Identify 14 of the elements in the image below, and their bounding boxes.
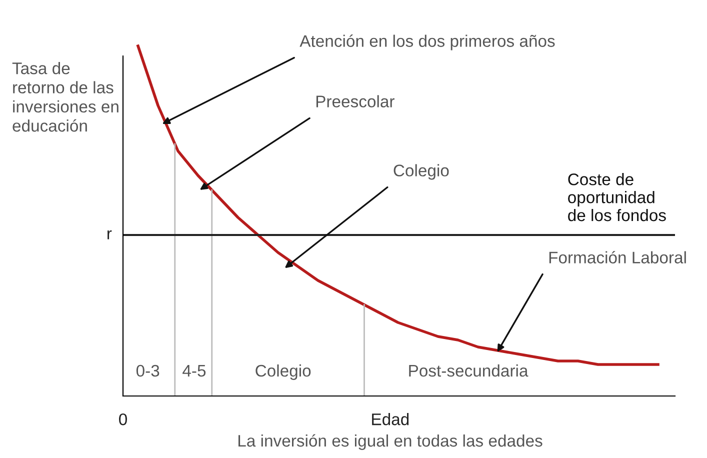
annotation: Formación Laboral [549, 251, 686, 264]
y-axis-title: Tasa de retorno de las inversiones en educación [12, 62, 118, 132]
annotation: Coste de oportunidad de los fondos [568, 173, 666, 222]
annotation: Preescolar [316, 95, 394, 108]
annotation: Post-secundaria [409, 364, 528, 377]
annotation: Colegio [256, 364, 311, 380]
annotation: 4-5 [182, 365, 206, 377]
annotation: Colegio [394, 164, 449, 180]
annotation: 0-3 [136, 364, 160, 377]
ref-line-label: r [108, 230, 112, 240]
annotation: Atención en los dos primeros años [300, 34, 555, 50]
text: Edad [372, 413, 409, 426]
x-axis-title: La inversión es igual en todas las edades [238, 434, 542, 450]
text: 0 [119, 413, 127, 426]
